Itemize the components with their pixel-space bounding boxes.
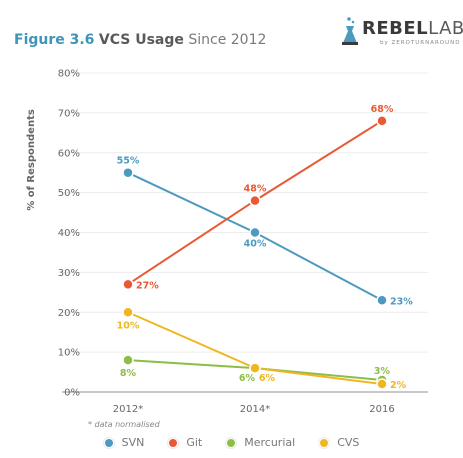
y-tick-label: 40% — [58, 228, 80, 239]
rebel-labs-logo: REBELLABS by ZEROTURNAROUND — [340, 14, 463, 50]
legend-label: Mercurial — [244, 436, 296, 449]
x-tick-label: 2012* — [113, 404, 143, 415]
data-point — [376, 294, 388, 307]
x-tick-label: 2016 — [369, 404, 394, 415]
title-subtitle: Since 2012 — [188, 32, 267, 48]
y-axis-ticks: 0% 10% 20% 30% 40% 50% 60% 70% 80% — [58, 69, 80, 399]
legend-label: SVN — [121, 436, 145, 449]
data-point — [122, 354, 134, 366]
logo-word-bold: REBEL — [362, 18, 429, 39]
legend-item-cvs: CVS — [319, 436, 359, 449]
gridlines — [62, 72, 428, 393]
line-chart: 0% 10% 20% 30% 40% 50% 60% 70% 80% % of Responde… — [26, 69, 428, 415]
data-label: 23% — [390, 296, 413, 307]
series-git: 27% 48% 68% — [122, 104, 394, 291]
y-tick-label: 10% — [58, 348, 80, 359]
data-label: 40% — [244, 239, 267, 250]
legend-swatch — [226, 437, 237, 448]
logo-word-light: LABS — [428, 18, 463, 39]
data-point — [376, 378, 388, 390]
y-tick-label: 20% — [58, 308, 80, 319]
logo-tagline: by ZEROTURNAROUND — [380, 40, 461, 46]
logo-wordmark: REBELLABS — [362, 18, 463, 39]
flask-icon — [342, 17, 358, 45]
title-main: VCS Usage — [98, 32, 184, 48]
y-tick-label: 50% — [58, 188, 80, 199]
data-point — [376, 115, 388, 127]
data-point — [122, 166, 134, 179]
figure-label: Figure 3.6 — [14, 32, 95, 48]
y-tick-label: 60% — [58, 148, 80, 159]
y-axis-label: % of Respondents — [26, 109, 37, 211]
data-label: 2% — [390, 380, 407, 391]
data-label: 6% — [259, 373, 276, 384]
data-point — [122, 306, 134, 318]
data-point — [122, 278, 134, 291]
data-label: 3% — [374, 366, 391, 377]
series-svn: 55% 40% 23% — [117, 156, 414, 308]
legend-swatch — [319, 437, 330, 448]
x-tick-label: 2014* — [240, 404, 270, 415]
legend-item-mercurial: Mercurial — [226, 436, 295, 449]
legend-item-git: Git — [168, 436, 202, 449]
data-label: 10% — [117, 320, 140, 331]
y-tick-label: 0% — [64, 388, 80, 399]
y-tick-label: 70% — [58, 108, 80, 119]
y-tick-label: 80% — [58, 69, 80, 80]
data-label: 6% — [239, 373, 256, 384]
data-label: 48% — [244, 184, 267, 195]
data-label: 68% — [371, 104, 394, 115]
data-label: 55% — [117, 156, 140, 167]
y-tick-label: 30% — [58, 268, 80, 279]
legend: SVN Git Mercurial CVS — [0, 436, 463, 449]
x-axis-ticks: 2012* 2014* 2016 — [113, 404, 395, 415]
legend-swatch — [103, 437, 114, 448]
data-label: 27% — [136, 280, 159, 291]
chart-title: Figure 3.6 VCS Usage Since 2012 — [14, 32, 266, 48]
legend-label: CVS — [337, 436, 360, 449]
data-label: 8% — [120, 368, 137, 379]
series-group: 55% 40% 23% 27% 48% 68% 8% 6% 3% 10% 6% 2% — [117, 104, 414, 391]
legend-item-svn: SVN — [103, 436, 145, 449]
data-point — [249, 194, 261, 207]
data-point — [249, 362, 261, 374]
data-point — [249, 226, 261, 239]
legend-label: Git — [186, 436, 203, 449]
legend-swatch — [168, 437, 179, 448]
series-cvs: 10% 6% 2% — [117, 306, 407, 391]
footnote: * data normalised — [88, 420, 160, 429]
